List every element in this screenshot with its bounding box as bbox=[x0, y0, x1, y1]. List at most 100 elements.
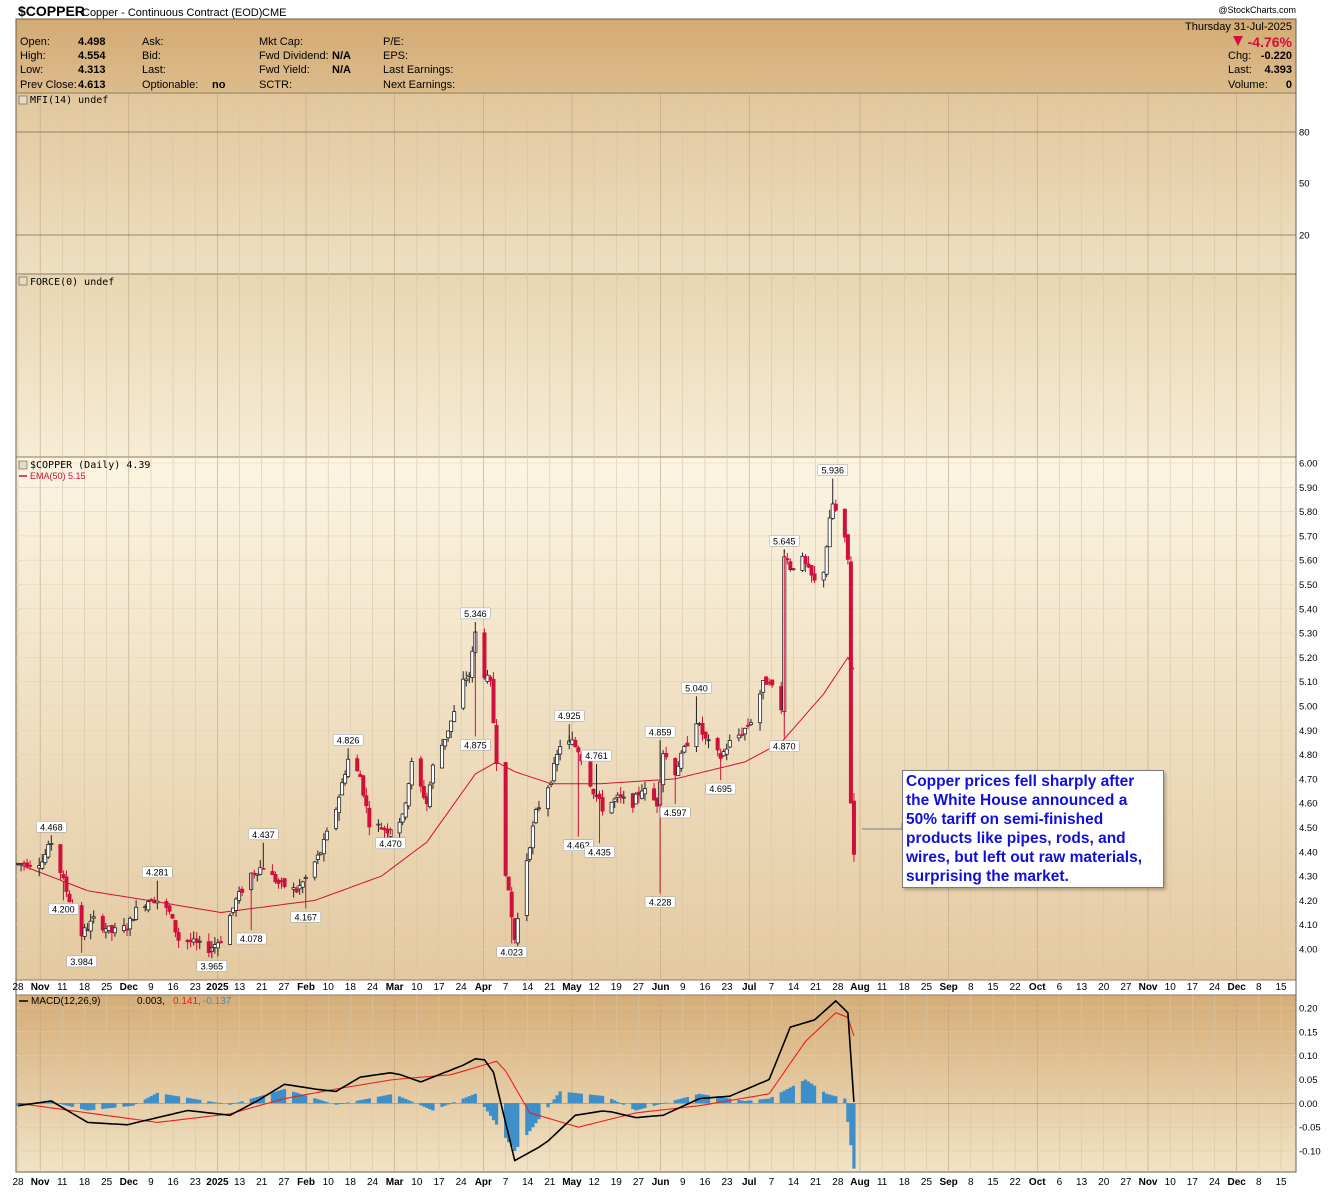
candle bbox=[40, 853, 45, 871]
macd-histogram-bar bbox=[43, 1102, 47, 1104]
price-label-box bbox=[196, 960, 228, 972]
candle bbox=[128, 916, 133, 936]
macd-histogram-bar bbox=[152, 1094, 156, 1104]
candle bbox=[639, 784, 644, 800]
y-tick-label: 4.40 bbox=[1299, 847, 1318, 858]
macd-histogram-bar bbox=[812, 1085, 817, 1104]
macd-histogram-bar bbox=[134, 1103, 138, 1105]
candle bbox=[546, 785, 551, 817]
candle bbox=[785, 552, 790, 565]
candle-body bbox=[364, 795, 369, 807]
macd-histogram-bar bbox=[261, 1095, 265, 1104]
macd-histogram-bar bbox=[546, 1103, 550, 1108]
x-tick-label: 15 bbox=[987, 982, 999, 993]
force-label: FORCE(0) undef bbox=[30, 277, 114, 288]
candle-body bbox=[355, 758, 360, 772]
candle bbox=[812, 566, 817, 584]
candle-body bbox=[155, 900, 160, 904]
x-tick-label: Dec bbox=[1228, 982, 1247, 993]
x-tick-label: 19 bbox=[611, 1177, 623, 1188]
x-tick-label: 15 bbox=[1275, 1177, 1287, 1188]
macd-histogram-bar bbox=[388, 1094, 393, 1104]
x-tick-label: 23 bbox=[190, 982, 202, 993]
macd-histogram-bar bbox=[549, 1103, 553, 1104]
candle bbox=[470, 646, 475, 683]
candle-body bbox=[403, 802, 408, 818]
macd-histogram-bar bbox=[622, 1103, 626, 1105]
candle-icon bbox=[18, 460, 28, 470]
ema-label: EMA(50) 5.15 bbox=[30, 471, 86, 481]
macd-histogram-bar bbox=[746, 1100, 750, 1104]
macd-histogram-bar bbox=[316, 1099, 320, 1104]
macd-histogram-bar bbox=[534, 1103, 538, 1124]
x-tick-label: 8 bbox=[968, 1177, 974, 1188]
macd-histogram-bar bbox=[588, 1094, 593, 1104]
price-label-text: 4.167 bbox=[294, 912, 317, 922]
macd-histogram-bar bbox=[470, 1094, 474, 1104]
price-label: 3.965 bbox=[196, 960, 228, 972]
candle bbox=[43, 848, 48, 865]
candle bbox=[194, 932, 199, 951]
macd-histogram-bar bbox=[525, 1103, 529, 1136]
mfi-tick-label: 20 bbox=[1299, 231, 1310, 242]
candle-body bbox=[134, 906, 139, 920]
candle bbox=[676, 761, 681, 776]
candle-body bbox=[470, 650, 475, 678]
x-tick-label: Mar bbox=[386, 1177, 404, 1188]
macd-histogram-bar bbox=[764, 1098, 768, 1104]
candle bbox=[294, 886, 299, 894]
macd-histogram-bar bbox=[473, 1093, 477, 1104]
macd-histogram-bar bbox=[431, 1103, 435, 1111]
candle bbox=[446, 730, 451, 743]
candle-body bbox=[270, 871, 275, 876]
y-tick-label: 5.00 bbox=[1299, 702, 1318, 713]
price-label-text: 4.695 bbox=[709, 784, 732, 794]
axes: 28 28 Nov Nov 11 11 18 18 25 25 Dec Dec 9 9 16 16 23 23 20… bbox=[12, 459, 1320, 1189]
x-tick-label: 18 bbox=[899, 1177, 911, 1188]
price-label-text: 4.875 bbox=[464, 740, 487, 750]
price-label-text: 3.965 bbox=[201, 962, 224, 972]
macd-histogram-bar bbox=[758, 1099, 762, 1104]
candle-body bbox=[812, 573, 817, 581]
candle-body bbox=[612, 798, 617, 802]
macd-histogram-bar bbox=[113, 1103, 117, 1108]
candle-body bbox=[215, 942, 220, 949]
macd-histogram-bar bbox=[367, 1098, 371, 1104]
price-label-text: 4.761 bbox=[585, 751, 608, 761]
candle-body bbox=[397, 821, 402, 834]
x-tick-label: 19 bbox=[611, 982, 623, 993]
candle bbox=[258, 860, 263, 876]
x-tick-label: 10 bbox=[411, 1177, 423, 1188]
price-label-box bbox=[584, 846, 615, 858]
candle bbox=[851, 792, 856, 862]
candle bbox=[679, 750, 684, 772]
macd-histogram-bar bbox=[694, 1094, 699, 1104]
x-tick-label: 18 bbox=[345, 982, 357, 993]
x-tick-label: Dec bbox=[120, 982, 139, 993]
candle-body bbox=[122, 925, 127, 931]
x-tick-label: 13 bbox=[1076, 982, 1088, 993]
x-tick-label: 9 bbox=[680, 982, 686, 993]
x-tick-label: 10 bbox=[323, 982, 335, 993]
macd-histogram-bar bbox=[16, 1103, 20, 1106]
candle-body bbox=[664, 752, 669, 758]
macd-histogram-bar bbox=[231, 1103, 235, 1104]
x-tick-label: 11 bbox=[877, 1177, 888, 1188]
candle-body bbox=[503, 762, 508, 876]
x-tick-label: 11 bbox=[877, 982, 888, 993]
macd-histogram-bar bbox=[216, 1102, 220, 1104]
candle-body bbox=[761, 680, 766, 693]
macd-tick-label: 0.15 bbox=[1299, 1027, 1318, 1038]
x-tick-label: 11 bbox=[57, 1177, 68, 1188]
macd-histogram-bar bbox=[131, 1103, 135, 1106]
candle-body bbox=[591, 788, 596, 795]
candle-body bbox=[488, 676, 493, 681]
x-tick-label: 9 bbox=[680, 1177, 686, 1188]
x-tick-label: 21 bbox=[544, 982, 556, 993]
candle bbox=[558, 739, 563, 761]
y-tick-label: 4.60 bbox=[1299, 799, 1318, 810]
candle bbox=[315, 850, 320, 865]
macd-histogram-bar bbox=[740, 1100, 744, 1104]
x-tick-label: 23 bbox=[721, 982, 733, 993]
candle-body bbox=[824, 546, 829, 575]
